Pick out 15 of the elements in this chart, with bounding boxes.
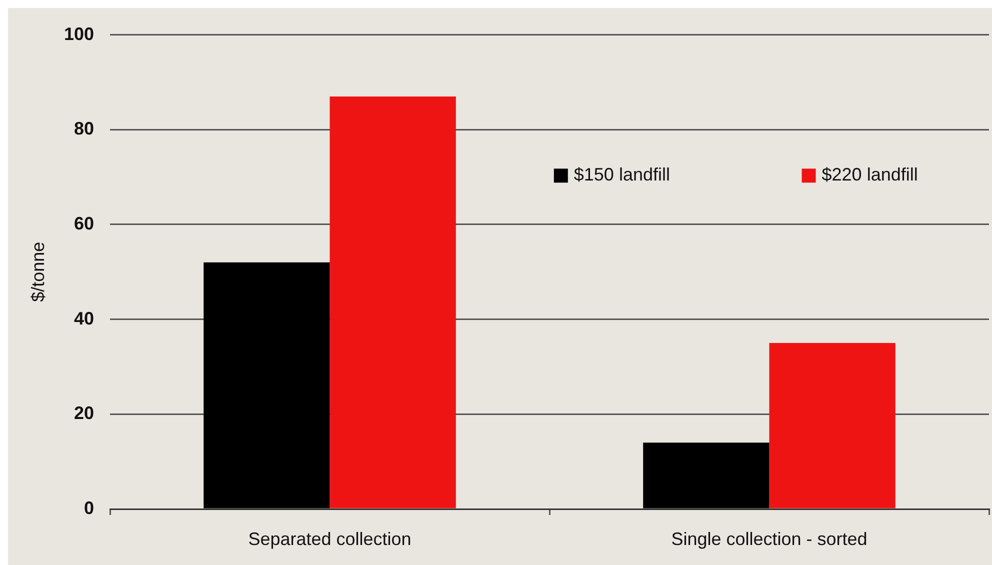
bar bbox=[643, 442, 770, 508]
y-tick-label: 40 bbox=[74, 308, 94, 328]
y-tick-label: 60 bbox=[74, 213, 94, 234]
y-tick-label: 20 bbox=[74, 403, 94, 424]
y-tick-label: 0 bbox=[84, 498, 94, 518]
bar bbox=[330, 96, 456, 508]
y-axis-title: $/tonne bbox=[28, 242, 48, 302]
bar bbox=[204, 262, 330, 508]
legend-label: $150 landfill bbox=[574, 164, 670, 185]
y-tick-label: 100 bbox=[64, 24, 94, 44]
y-tick-label: 80 bbox=[74, 118, 94, 139]
x-tick-label: Single collection - sorted bbox=[671, 528, 868, 549]
legend-label: $220 landfill bbox=[822, 164, 918, 185]
bar bbox=[769, 343, 896, 508]
x-tick-label: Separated collection bbox=[248, 528, 412, 549]
